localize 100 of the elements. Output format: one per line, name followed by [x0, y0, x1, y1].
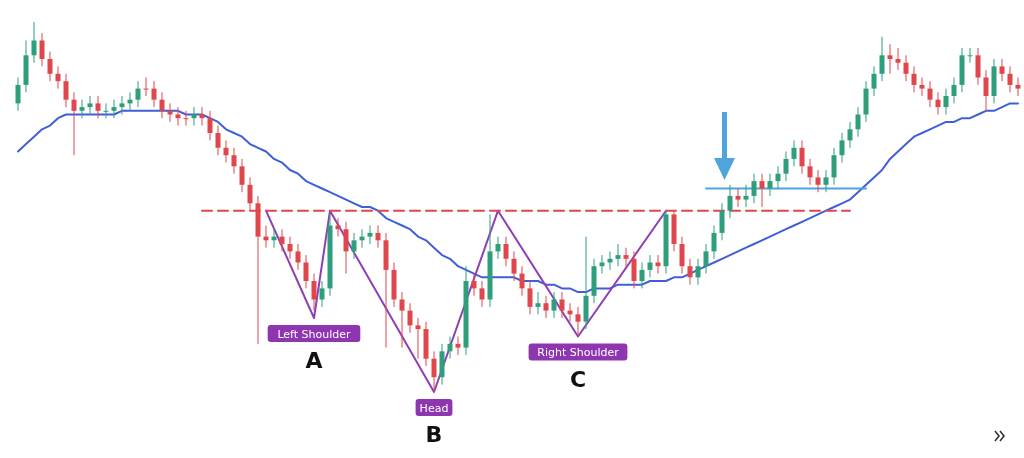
candlestick [807, 158, 813, 186]
candlestick [39, 32, 45, 67]
candlestick [695, 258, 701, 286]
candlestick [735, 188, 741, 208]
candlestick [911, 65, 917, 93]
candlestick [687, 258, 693, 286]
candlestick [711, 225, 717, 260]
candlestick [1007, 65, 1013, 93]
candlestick [223, 139, 229, 164]
annotation: A [305, 348, 323, 373]
annotation: C [569, 366, 587, 392]
annotation: Right Shoulder [537, 346, 620, 359]
candlestick [167, 102, 173, 123]
candlestick [791, 139, 797, 167]
candlestick [55, 65, 61, 90]
candlestick [231, 147, 237, 175]
candlestick [543, 295, 549, 319]
candlestick [455, 336, 461, 356]
candlestick [823, 169, 829, 193]
candlestick [111, 99, 117, 119]
candlestick [647, 254, 653, 278]
candlestick [207, 110, 213, 141]
candlestick [511, 250, 517, 282]
candlestick [47, 51, 53, 82]
candlestick [503, 236, 509, 267]
candlestick [287, 236, 293, 260]
candlestick [887, 43, 893, 75]
candlestick [407, 302, 413, 334]
candlestick [831, 147, 837, 186]
candlestick [527, 280, 533, 315]
candlestick [879, 36, 885, 82]
candlestick [63, 73, 69, 108]
candlestick [575, 306, 581, 337]
candlestick [607, 250, 613, 271]
candlestick [727, 184, 733, 219]
candlestick [15, 77, 21, 112]
text: B [425, 422, 443, 447]
candlestick [367, 225, 373, 245]
candlestick [951, 77, 957, 104]
candlestick [95, 95, 101, 119]
candlestick [839, 132, 845, 164]
candlestick [311, 273, 317, 312]
candlestick [143, 77, 149, 97]
candlestick [119, 95, 125, 115]
text: Head [419, 401, 449, 415]
candlestick [103, 102, 109, 119]
candlestick [71, 91, 77, 156]
candlestick [799, 139, 805, 175]
candlestick [535, 291, 541, 315]
candlestick [375, 225, 381, 249]
candlestick [495, 236, 501, 260]
candlestick [983, 69, 989, 112]
candlestick [919, 77, 925, 97]
candlestick [447, 336, 453, 360]
candlestick [615, 243, 621, 267]
candlestick [943, 88, 949, 115]
candlestick [135, 80, 141, 108]
candlestick [743, 184, 749, 208]
candlestick [399, 291, 405, 349]
candlestick [215, 125, 221, 156]
candlestick [975, 47, 981, 86]
candlestick [767, 173, 773, 197]
candlestick [775, 165, 781, 189]
candlestick [351, 232, 357, 260]
candlestick [855, 106, 861, 138]
candlestick [479, 280, 485, 308]
candlestick [903, 54, 909, 82]
candlestick [967, 47, 973, 64]
candlestick [631, 250, 637, 289]
candlestick [279, 228, 285, 252]
candlestick [159, 91, 165, 119]
candlestick [759, 173, 765, 208]
candlestick [239, 158, 245, 193]
candlestick [415, 317, 421, 360]
candlestick [295, 243, 301, 271]
candlestick [151, 80, 157, 108]
candlestick [935, 91, 941, 115]
candlestick [703, 243, 709, 275]
candlestick [319, 280, 325, 308]
candlestick [1015, 77, 1021, 97]
candlestick [183, 110, 189, 127]
candlestick [783, 151, 789, 182]
candlestick [519, 265, 525, 297]
candlestick [751, 173, 757, 204]
candlestick [999, 58, 1005, 82]
candlestick [471, 273, 477, 297]
candlestick [79, 99, 85, 119]
candlestick [895, 47, 901, 71]
candlestick [927, 80, 933, 108]
candlestick [343, 221, 349, 275]
candlestick [623, 247, 629, 267]
candlestick [815, 169, 821, 193]
annotation: Left Shoulder [277, 327, 352, 341]
candlestick [431, 350, 437, 393]
candlestick [639, 262, 645, 289]
candlestick [31, 21, 37, 64]
candlestick [87, 95, 93, 115]
candlestick [719, 202, 725, 241]
candlestick [847, 121, 853, 149]
candlestick [551, 291, 557, 319]
